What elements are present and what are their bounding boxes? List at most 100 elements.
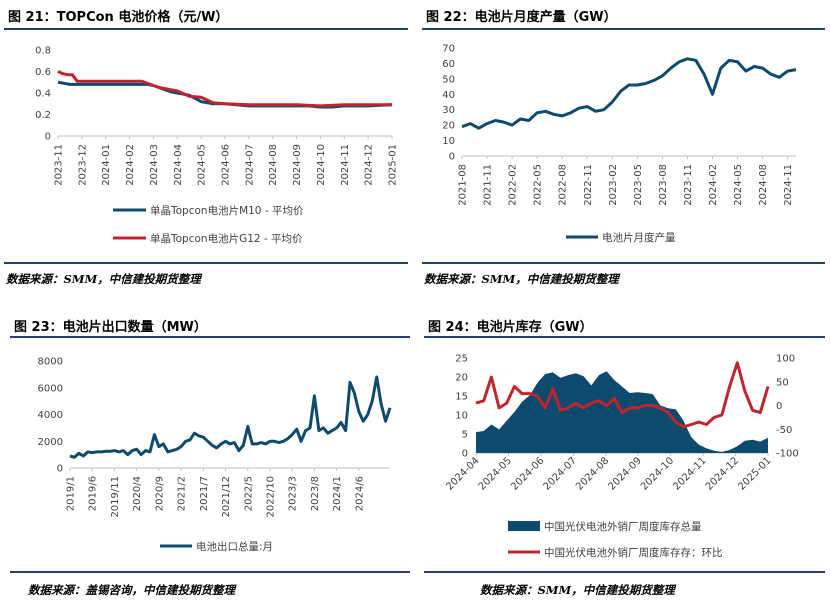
y-tick-label: 0.6 [35, 67, 51, 78]
x-tick-label: 2019/1 [66, 476, 77, 511]
panel-export-volume: 图 23：电池片出口数量（MW） 0 2000 4000 6000 8000 2019/1… [0, 306, 416, 609]
y-tick-label: 0 [57, 464, 63, 475]
x-tick-label: 2021-11 [483, 164, 494, 206]
series-line [461, 57, 797, 130]
source-rule [4, 262, 408, 264]
y-tick-label: 10 [442, 136, 455, 147]
y-tick-label: 0 [449, 152, 455, 163]
source-rule [422, 262, 825, 264]
x-tick-label: 2022-02 [508, 164, 519, 206]
y-left-tick-label: 20 [455, 373, 468, 384]
chart-title: 图 24：电池片库存（GW） [428, 320, 593, 335]
legend-swatch [508, 521, 540, 531]
x-tick-label: 2024-06 [221, 144, 232, 186]
x-tick-label: 2024-06 [509, 455, 546, 492]
y-tick-label: 0.8 [35, 46, 51, 57]
x-tick-label: 2024-05 [477, 455, 514, 492]
x-tick-label: 2021/7 [199, 476, 210, 511]
series-line [57, 70, 392, 108]
x-tick-label: 2024-02 [125, 144, 136, 186]
y-tick-label: 30 [442, 105, 455, 116]
export-volume-chart: 0 2000 4000 6000 8000 2019/1 2019/6 2019/11 2020… [38, 357, 392, 553]
legend-label: 中国光伏电池外销厂周度库存总量 [544, 520, 702, 533]
panel-inventory: 图 24：电池片库存（GW） 0 5 10 15 20 25 -100 -50 0 50 100 20… [418, 306, 831, 609]
x-tick-label: 2022-08 [558, 164, 569, 206]
x-tick-label: 2021/2 [177, 476, 188, 511]
x-tick-label: 2024-07 [244, 144, 255, 186]
x-tick-label: 2024-12 [704, 455, 741, 492]
y-tick-label: 8000 [38, 357, 63, 368]
x-tick-label: 2024-07 [542, 455, 579, 492]
y-tick-label: 50 [442, 74, 455, 85]
x-tick-label: 2025-01 [736, 455, 773, 492]
y-tick-label: 0.4 [35, 89, 51, 100]
x-tick-label: 2024-08 [268, 144, 279, 186]
y-right-tick-label: -100 [776, 449, 799, 460]
legend-label: 中国光伏电池外销厂周度库存存：环比 [544, 546, 723, 559]
y-right-tick-label: 0 [776, 401, 782, 412]
y-right-tick-label: -50 [776, 425, 792, 436]
source-note: 数据来源：SMM，中信建投期货整理 [424, 272, 619, 286]
title-rule [4, 28, 408, 30]
x-tick-label: 2022-11 [583, 164, 594, 206]
chart-title: 图 21：TOPCon 电池价格（元/W） [8, 10, 229, 25]
x-tick-label: 2024-04 [444, 455, 481, 492]
x-tick-label: 2024/1 [332, 476, 343, 511]
y-tick-label: 6000 [38, 383, 63, 394]
y-right-tick-label: 100 [776, 354, 795, 365]
x-tick-label: 2023-02 [608, 164, 619, 206]
title-rule [10, 336, 410, 338]
x-tick-label: 2024-10 [316, 144, 327, 186]
y-tick-label: 0.2 [35, 110, 51, 121]
x-tick-label: 2019/6 [88, 476, 99, 511]
x-tick-label: 2024-09 [292, 144, 303, 186]
x-tick-label: 2024-05 [197, 144, 208, 186]
title-rule [424, 336, 825, 338]
source-rule [424, 571, 825, 573]
x-tick-label: 2021-08 [458, 164, 469, 206]
x-tick-label: 2022-05 [533, 164, 544, 206]
y-tick-label: 40 [442, 90, 455, 101]
chart-title: 图 23：电池片出口数量（MW） [14, 320, 207, 335]
y-tick-label: 2000 [38, 437, 63, 448]
x-tick-label: 2024-11 [340, 144, 351, 186]
x-tick-label: 2024-01 [101, 144, 112, 186]
x-tick-label: 2024-10 [639, 455, 676, 492]
source-rule [10, 571, 410, 573]
source-note: 数据来源：SMM，中信建投期货整理 [480, 583, 675, 597]
x-tick-label: 2024-08 [758, 164, 769, 206]
y-tick-label: 60 [442, 59, 455, 70]
legend-label: 单晶Topcon电池片G12 - 平均价 [150, 232, 303, 245]
legend-label: 单晶Topcon电池片M10 - 平均价 [150, 204, 304, 217]
x-tick-label: 2022/5 [243, 476, 254, 511]
y-tick-label: 0 [45, 132, 51, 143]
x-tick-label: 2024/6 [354, 476, 365, 511]
y-left-tick-label: 0 [462, 449, 468, 460]
monthly-output-chart: 0 10 20 30 40 50 60 70 2021-08 2021-11 2022-02 2022… [442, 44, 797, 244]
source-note: 数据来源：SMM，中信建投期货整理 [6, 272, 201, 286]
x-tick-label: 2025-01 [388, 144, 399, 186]
x-tick-label: 2021/12 [221, 476, 232, 518]
chart-title: 图 22：电池片月度产量（GW） [426, 10, 617, 25]
wow-change-line [475, 361, 770, 429]
title-rule [422, 28, 825, 30]
inventory-chart: 0510152025-100-500501002024-042024-05202… [444, 354, 799, 560]
x-tick-label: 2024-05 [733, 164, 744, 206]
y-left-tick-label: 25 [455, 354, 468, 365]
source-note: 数据来源：盖锡咨询，中信建投期货整理 [28, 583, 235, 597]
x-tick-label: 2020/4 [132, 476, 143, 511]
y-left-tick-label: 10 [455, 411, 468, 422]
x-tick-label: 2024-12 [364, 144, 375, 186]
panel-topcon-price: 图 21：TOPCon 电池价格（元/W） 0 0.2 0.4 0.6 0.8 2023-… [0, 0, 416, 300]
y-tick-label: 4000 [38, 410, 63, 421]
x-tick-label: 2024-02 [708, 164, 719, 206]
x-tick-label: 2023-11 [683, 164, 694, 206]
x-tick-label: 2024-11 [671, 455, 708, 492]
x-tick-label: 2023/8 [310, 476, 321, 511]
x-tick-label: 2022/10 [266, 476, 277, 518]
y-left-tick-label: 5 [462, 430, 468, 441]
y-tick-label: 20 [442, 121, 455, 132]
x-tick-label: 2024-09 [607, 455, 644, 492]
x-tick-label: 2023-12 [77, 144, 88, 186]
x-tick-label: 2024-03 [149, 144, 160, 186]
